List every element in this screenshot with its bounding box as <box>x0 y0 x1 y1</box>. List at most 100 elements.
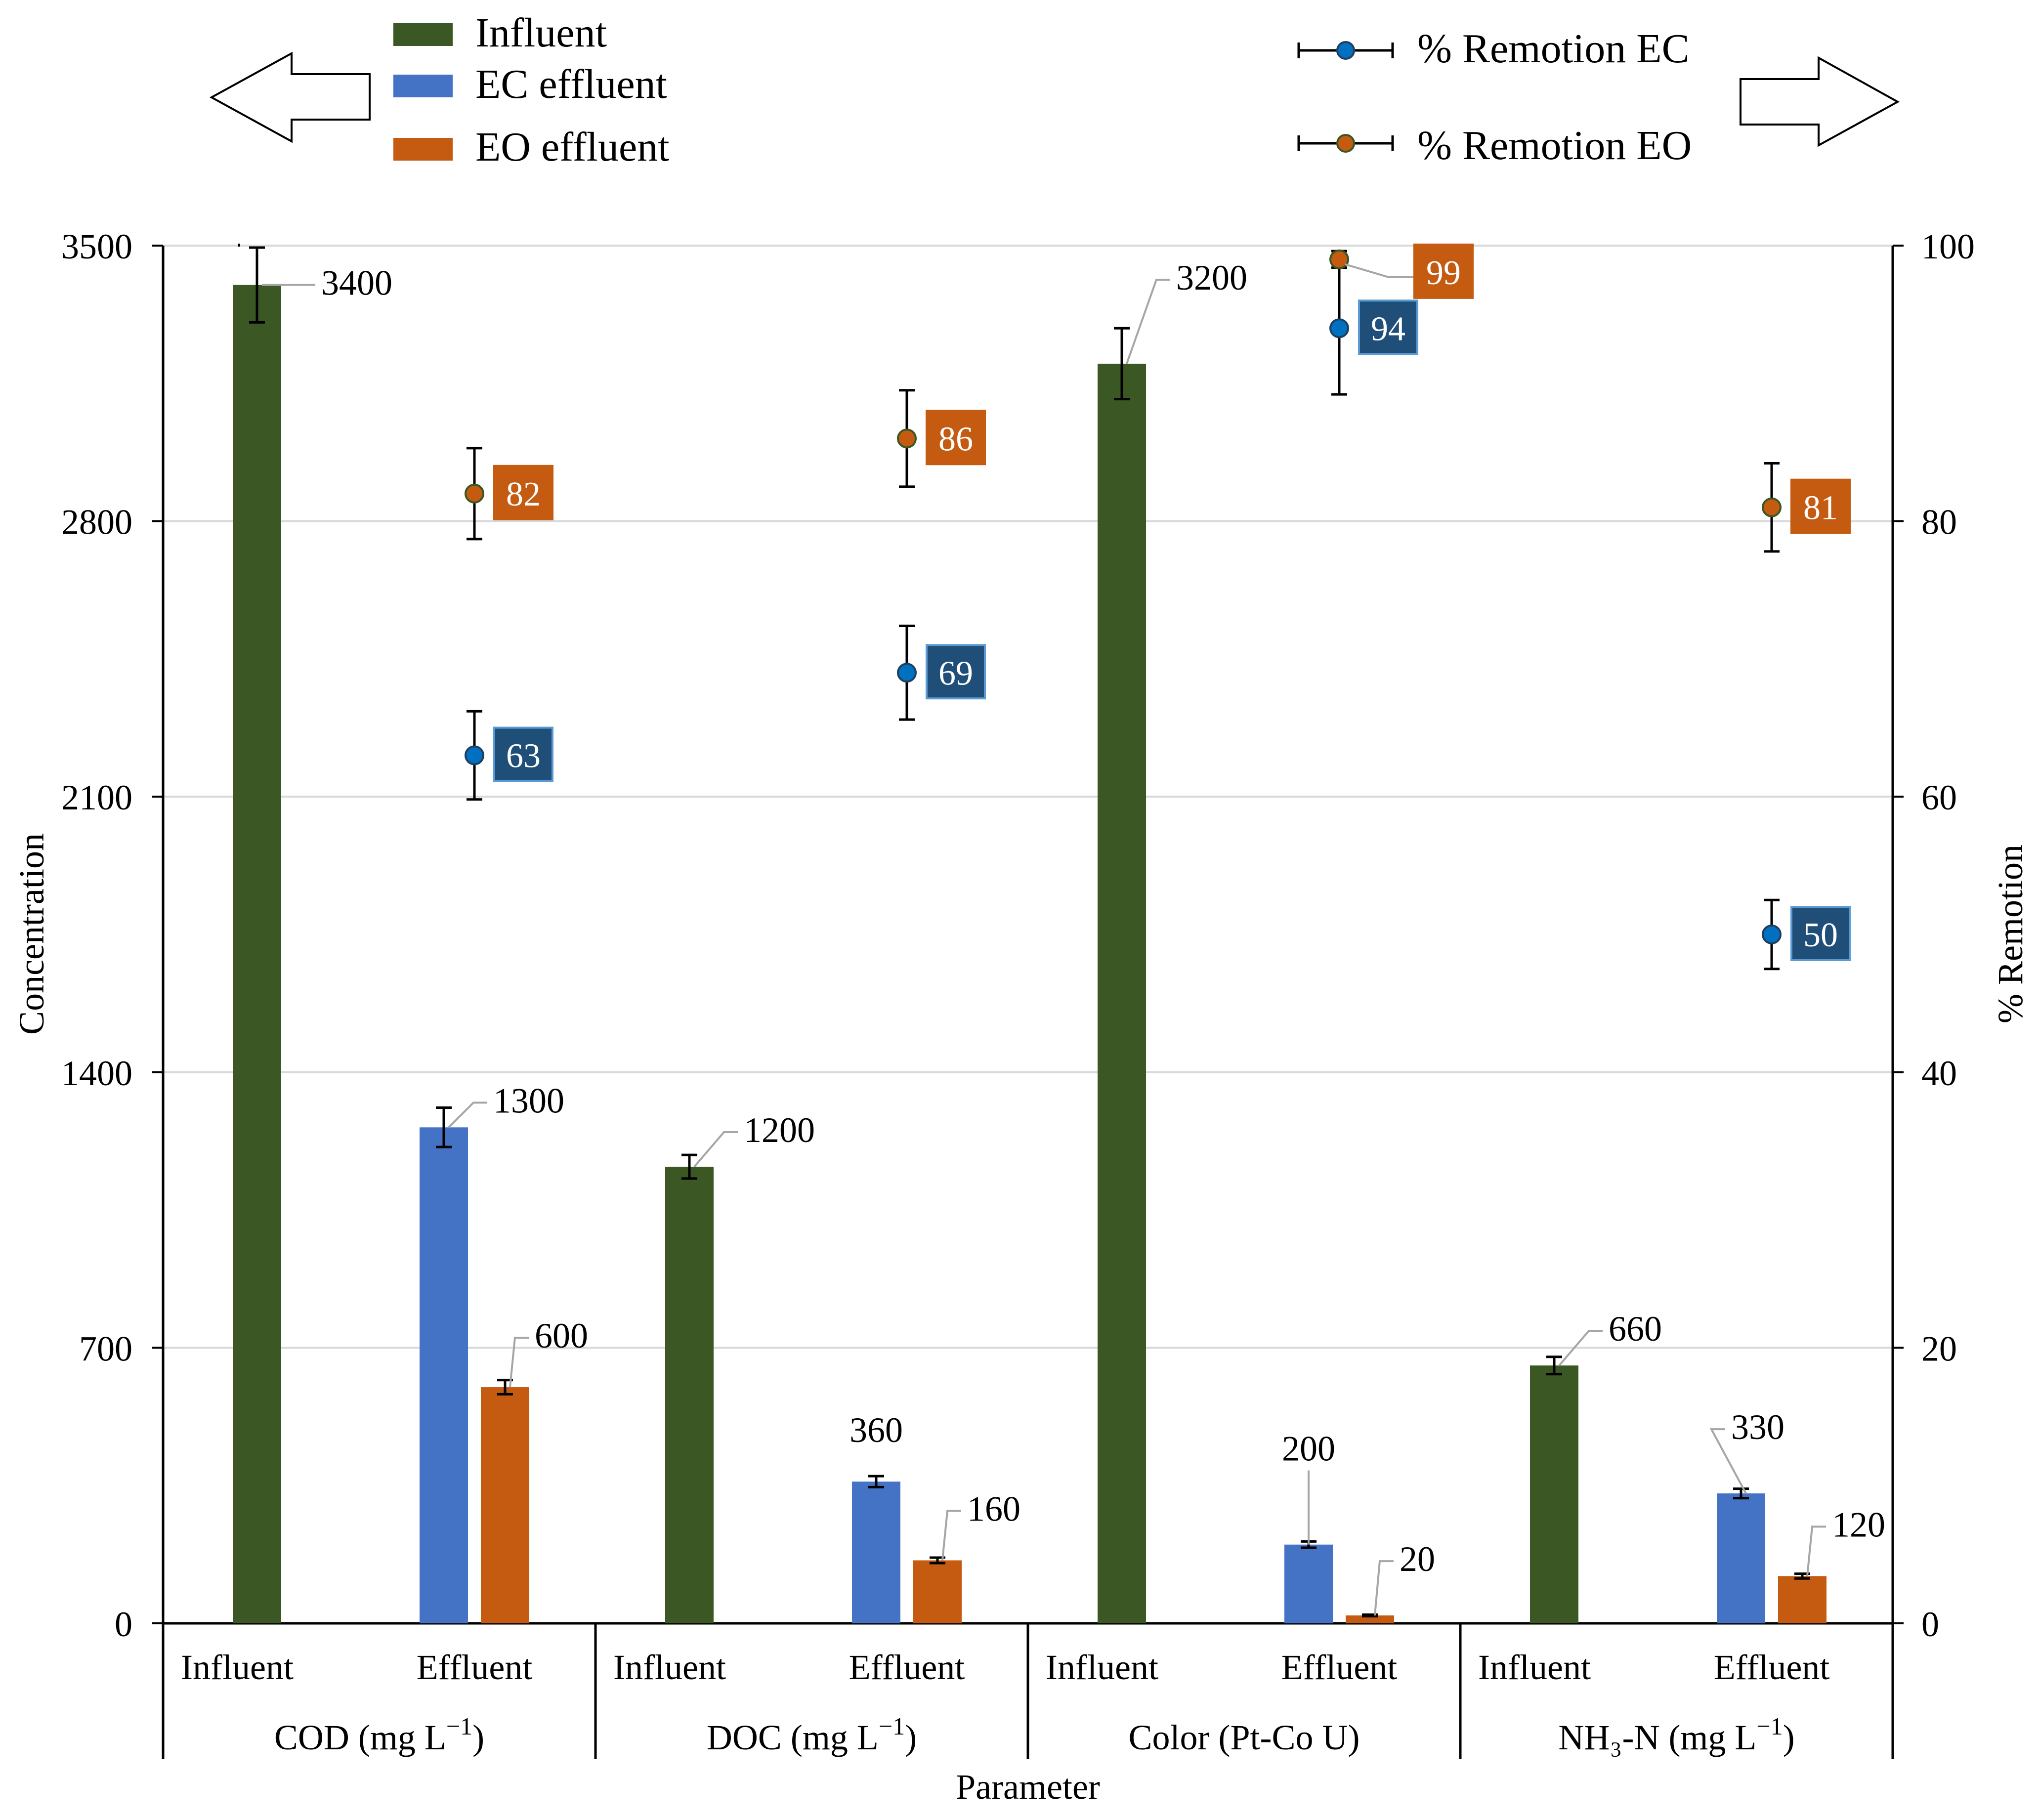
arrow-right-icon <box>1740 56 1900 147</box>
group-label-doc: DOC (mg L−1) <box>707 1712 917 1757</box>
removal-markers: 63 82 69 86 94 99 50 81 <box>465 243 1851 971</box>
y2-tick-label: 80 <box>1921 503 1957 542</box>
group-unit-cod: (mg L <box>358 1718 446 1757</box>
category-label-cod-influent: Influent <box>181 1648 294 1687</box>
group-unit-nh3n: (mg L <box>1668 1718 1756 1757</box>
bar-value-labels: 3400 1300 600 1200 360 160 3200 200 20 660 330 120 <box>262 258 1885 1616</box>
removal-label-box-cod-ec <box>493 726 553 782</box>
removal-label-cod-ec: 63 <box>506 737 541 775</box>
error-bar-doc-influent <box>681 1153 697 1180</box>
legend-label-removal-eo: % Remotion EO <box>1417 123 1692 169</box>
removal-label-color-eo: 99 <box>1426 254 1461 292</box>
removal-label-box-cod-eo <box>493 465 553 520</box>
error-bar-color-influent <box>1114 327 1130 401</box>
removal-label-doc-eo: 86 <box>938 420 973 458</box>
bar-nh3n-ec-effluent <box>1717 1493 1765 1623</box>
error-bar-cod-ec-effluent <box>436 1106 452 1148</box>
leader-line-color-influent <box>1126 278 1170 364</box>
leader-line-cod-ec-effluent <box>448 1101 487 1128</box>
group-unit-doc: (mg L <box>791 1718 879 1757</box>
bars <box>233 246 1827 1623</box>
error-bar-nh3n-ec-effluent <box>1733 1487 1749 1500</box>
x-axis-title: Parameter <box>956 1767 1100 1807</box>
y-tick-label: 700 <box>79 1329 132 1368</box>
value-label-color-influent: 3200 <box>1176 258 1247 297</box>
y2-tick-label: 40 <box>1921 1054 1957 1093</box>
bar-nh3n-eo-effluent <box>1778 1576 1827 1623</box>
removal-point-nh3n-eo <box>1762 497 1782 517</box>
bar-cod-eo-effluent <box>481 1387 529 1623</box>
category-label-cod-effluent: Effluent <box>417 1648 533 1687</box>
group-unit-close-cod: ) <box>472 1718 484 1757</box>
arrow-left-icon <box>209 51 371 143</box>
y-tick-label: 2800 <box>61 503 132 542</box>
bar-color-eo-effluent <box>1346 1615 1394 1623</box>
legend-label-influent: Influent <box>475 10 607 56</box>
error-bar-doc-ec-effluent <box>868 1475 884 1488</box>
removal-point-color-eo <box>1329 249 1349 269</box>
removal-label-doc-ec: 69 <box>938 654 973 692</box>
group-unit-superscript-doc: −1 <box>879 1712 905 1740</box>
group-unit-color: (Pt-Co U) <box>1219 1718 1360 1757</box>
group-unit-superscript-cod: −1 <box>446 1712 472 1740</box>
value-label-doc-ec-effluent: 360 <box>850 1410 903 1450</box>
leader-line-nh3n-eo-effluent <box>1806 1525 1826 1576</box>
y-tick-label: 1400 <box>61 1054 132 1093</box>
y-tick-label: 2100 <box>61 778 132 817</box>
removal-point-doc-ec <box>897 663 917 683</box>
y-tick-label: 0 <box>115 1605 132 1644</box>
removal-label-box-nh3n-eo <box>1790 478 1851 534</box>
group-name-doc: DOC <box>707 1718 791 1757</box>
category-label-color-effluent: Effluent <box>1281 1648 1398 1687</box>
value-label-nh3n-influent: 660 <box>1609 1309 1662 1349</box>
value-label-doc-eo-effluent: 160 <box>967 1489 1020 1529</box>
removal-label-box-doc-eo <box>926 410 986 466</box>
value-label-color-eo-effluent: 20 <box>1400 1539 1435 1579</box>
leader-line-doc-eo-effluent <box>941 1510 961 1561</box>
removal-label-color-ec: 94 <box>1371 310 1405 348</box>
y-tick-label: 3500 <box>61 227 132 266</box>
value-label-cod-influent: 3400 <box>321 263 392 303</box>
category-label-nh3n-effluent: Effluent <box>1714 1648 1830 1687</box>
legend-label-eo: EO effluent <box>475 124 670 170</box>
legend-swatch-influent <box>393 23 453 46</box>
removal-point-color-ec <box>1329 318 1349 339</box>
removal-label-box-nh3n-ec <box>1790 906 1851 961</box>
leader-line-nh3n-ec-effluent <box>1709 1428 1747 1494</box>
group-name-color: Color <box>1128 1718 1218 1757</box>
legend: Influent EC effluent EO effluent % Remot… <box>393 10 1692 170</box>
group-name-nh3n: NH₃-N <box>1558 1718 1668 1757</box>
error-bar-nh3n-influent <box>1546 1355 1562 1376</box>
group-unit-close-doc: ) <box>905 1718 917 1757</box>
y2-axis-title: % Remotion <box>1991 845 2030 1023</box>
category-label-doc-influent: Influent <box>613 1648 726 1687</box>
bar-cod-ec-effluent <box>420 1127 468 1623</box>
bar-nh3n-influent <box>1530 1365 1578 1623</box>
bar-color-ec-effluent <box>1284 1544 1333 1623</box>
removal-point-nh3n-ec <box>1762 925 1782 944</box>
y2-tick-label: 20 <box>1921 1329 1957 1368</box>
leader-line-cod-eo-effluent <box>509 1337 529 1388</box>
y2-tick-labels: 0 20 40 60 80 100 <box>1893 227 1975 1644</box>
removal-label-nh3n-ec: 50 <box>1803 916 1838 954</box>
value-label-cod-ec-effluent: 1300 <box>493 1081 564 1120</box>
group-name-cod: COD <box>274 1718 358 1757</box>
y2-tick-label: 60 <box>1921 778 1957 817</box>
removal-label-nh3n-eo: 81 <box>1803 489 1838 527</box>
group-label-nh3n: NH₃-N (mg L−1) <box>1558 1712 1794 1757</box>
legend-marker-removal-eo <box>1297 134 1394 153</box>
leader-line-color-eo-effluent <box>1374 1560 1394 1616</box>
legend-marker-removal-ec <box>1297 41 1394 60</box>
group-unit-superscript-nh3n: −1 <box>1756 1712 1783 1740</box>
removal-label-box-doc-ec <box>926 644 986 700</box>
category-label-doc-effluent: Effluent <box>849 1648 965 1687</box>
y-tick-labels: 0 700 1400 2100 2800 3500 <box>61 227 163 1644</box>
legend-label-ec: EC effluent <box>475 61 667 107</box>
removal-point-cod-ec <box>465 745 484 765</box>
removal-point-doc-eo <box>897 428 917 449</box>
bar-color-influent <box>1098 363 1146 1623</box>
removal-leader-color-eo <box>1345 263 1414 278</box>
y-axis-title: Concentration <box>12 833 51 1035</box>
